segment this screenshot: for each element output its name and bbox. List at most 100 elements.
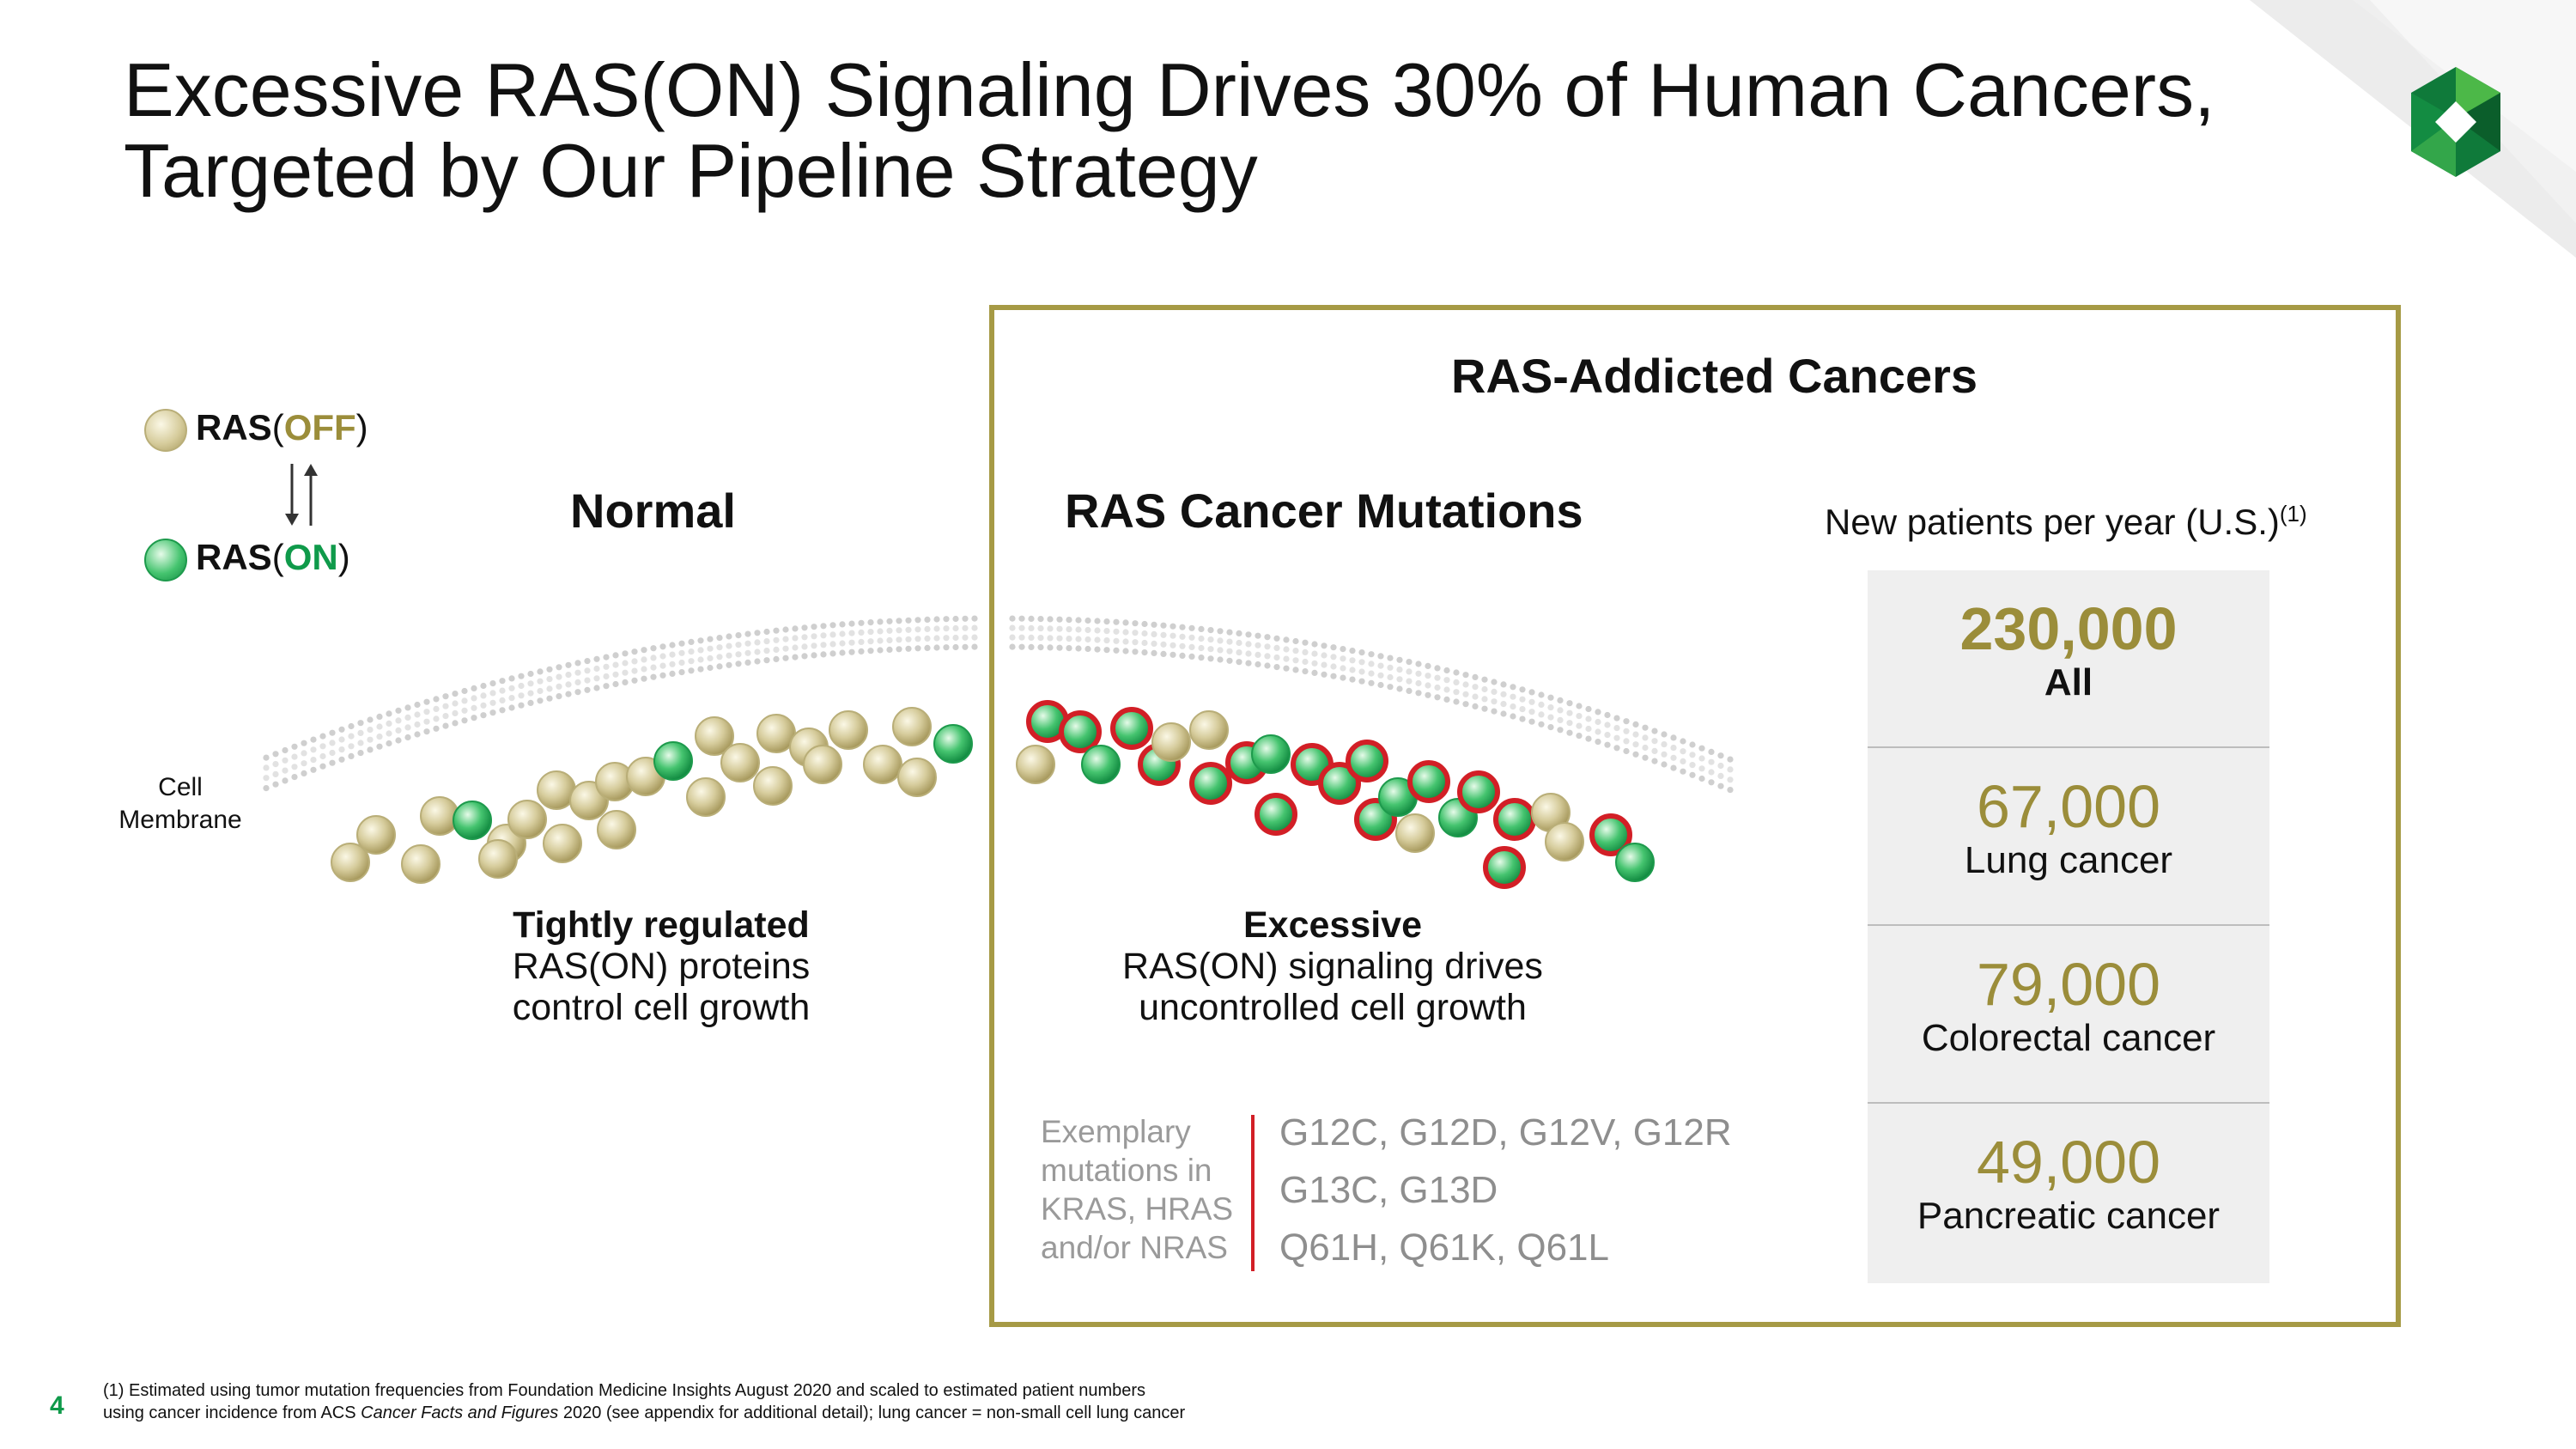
membrane-dot (839, 630, 846, 637)
membrane-dot (404, 714, 411, 721)
membrane-dot (726, 652, 732, 659)
membrane-dot (527, 680, 534, 687)
membrane-dot (518, 673, 525, 679)
membrane-dot (792, 654, 799, 661)
footnote-line-2-pre: using cancer incidence from ACS (103, 1403, 361, 1422)
ras-off-protein (420, 796, 459, 836)
membrane-dot (376, 734, 383, 740)
stat-label: All (2044, 661, 2093, 703)
membrane-dot (659, 662, 666, 669)
membrane-dot (565, 681, 572, 688)
membrane-dot (773, 627, 780, 634)
membrane-dot (508, 675, 515, 682)
membrane-dot (556, 693, 562, 700)
membrane-dot (584, 686, 591, 693)
membrane-dot (801, 643, 808, 650)
membrane-dot (867, 629, 874, 636)
membrane-dot (858, 619, 865, 626)
membrane-dot (442, 693, 449, 700)
membrane-dot (518, 702, 525, 709)
membrane-dot (943, 625, 950, 632)
ras-off-protein (686, 777, 726, 817)
membrane-dot (678, 659, 685, 667)
membrane-dot (301, 740, 307, 746)
membrane-dot (329, 740, 336, 746)
mutations-label-line: and/or NRAS (1041, 1230, 1228, 1265)
membrane-dot (282, 777, 289, 784)
membrane-dot (471, 704, 477, 711)
membrane-dot (735, 661, 742, 667)
new-patients-label: New patients per year (U.S.)(1) (1825, 501, 2307, 543)
membrane-dot (574, 689, 581, 696)
membrane-dot (612, 652, 619, 659)
ras-off-protein (401, 844, 440, 884)
membrane-dot (263, 754, 270, 761)
ras-off-protein (863, 745, 902, 784)
membrane-dot (471, 715, 477, 721)
membrane-dot (848, 639, 855, 646)
membrane-dot (499, 687, 506, 694)
stat-row-lung: 67,000 Lung cancer (1868, 748, 2269, 926)
membrane-dot (782, 636, 789, 642)
membrane-dot (537, 687, 544, 695)
membrane-dot (669, 651, 676, 658)
membrane-dot (678, 669, 685, 676)
mutations-divider (1251, 1115, 1255, 1271)
membrane-dot (395, 717, 402, 724)
membrane-dot (924, 616, 931, 624)
membrane-dot (338, 746, 345, 753)
membrane-dot (801, 624, 808, 631)
membrane-dot (452, 720, 459, 727)
membrane-dot (839, 621, 846, 628)
membrane-dot (489, 680, 496, 687)
membrane-dot (395, 707, 402, 714)
membrane-dot (499, 678, 506, 685)
membrane-dot (338, 736, 345, 743)
membrane-dot (792, 625, 799, 632)
membrane-dot (593, 685, 600, 691)
membrane-dot (574, 669, 581, 676)
membrane-dot (839, 649, 846, 656)
new-patients-footnote-ref: (1) (2279, 501, 2307, 527)
membrane-dot (678, 649, 685, 656)
membrane-dot (508, 704, 515, 711)
ras-off-protein (331, 843, 370, 882)
legend-on-close: ) (337, 537, 350, 577)
page-number: 4 (50, 1391, 64, 1420)
legend-off-prefix: RAS (196, 407, 272, 447)
membrane-dot (707, 654, 714, 662)
membrane-dot (754, 630, 761, 636)
membrane-dot (537, 678, 544, 685)
membrane-label-line-2: Membrane (118, 806, 242, 834)
membrane-dot (688, 648, 695, 655)
membrane-dot (952, 615, 959, 623)
membrane-dot (905, 617, 912, 624)
membrane-dot (744, 630, 751, 637)
membrane-dot (763, 638, 770, 645)
ras-addicted-cancers-box (989, 305, 2401, 1327)
membrane-dot (867, 638, 874, 645)
membrane-dot (603, 673, 610, 680)
membrane-dot (971, 615, 978, 622)
membrane-dot (801, 634, 808, 641)
membrane-dot (962, 643, 969, 650)
membrane-dot (310, 736, 317, 743)
membrane-dot (603, 663, 610, 670)
membrane-dot (423, 718, 430, 725)
membrane-dot (848, 630, 855, 636)
equilibrium-arrows (285, 464, 318, 526)
membrane-dot (433, 696, 440, 703)
membrane-dot (329, 729, 336, 736)
membrane-dot (442, 722, 449, 729)
stat-value: 67,000 (1976, 773, 2161, 840)
membrane-dot (820, 623, 827, 630)
membrane-dot (404, 704, 411, 711)
membrane-dot (395, 737, 402, 744)
membrane-dot (480, 682, 487, 690)
normal-caption-bold: Tightly regulated (513, 904, 810, 946)
membrane-dot (489, 699, 496, 706)
membrane-dot (886, 618, 893, 624)
membrane-dot (650, 664, 657, 671)
membrane-dot (726, 661, 732, 668)
mutation-line-g12: G12C, G12D, G12V, G12R (1279, 1111, 1732, 1154)
